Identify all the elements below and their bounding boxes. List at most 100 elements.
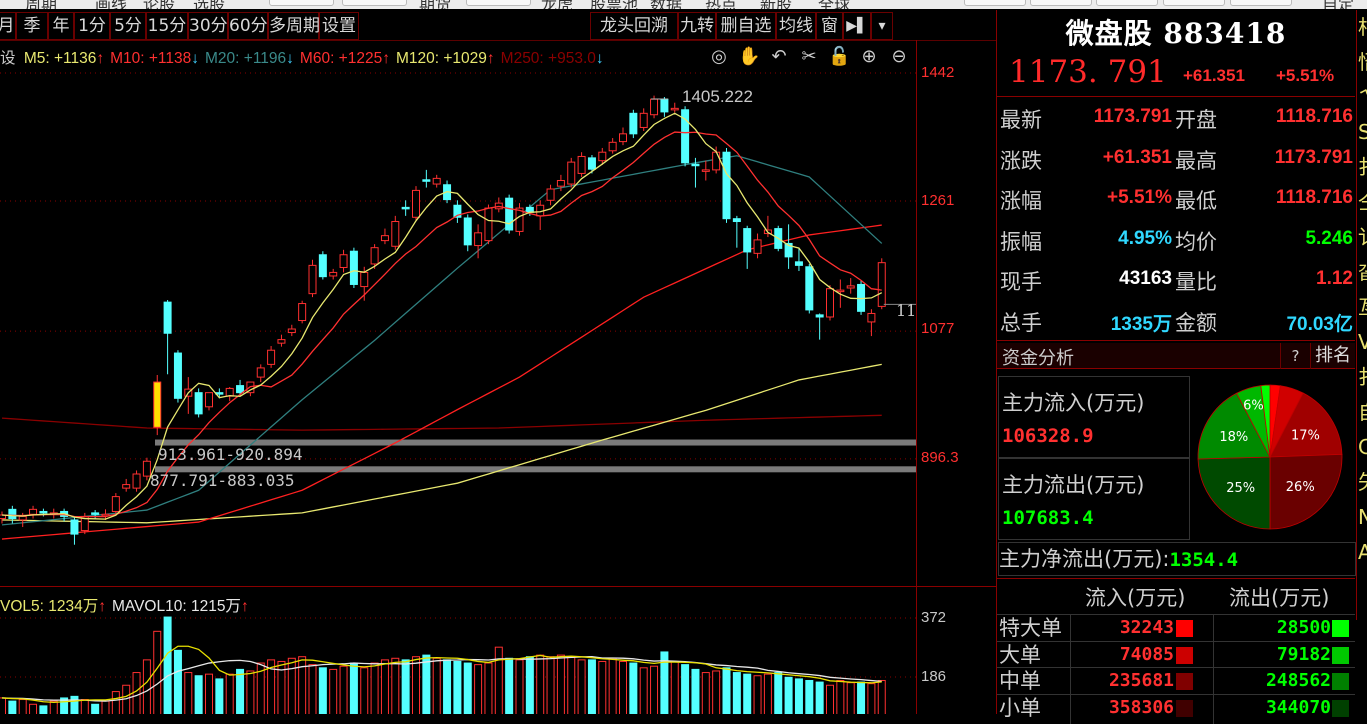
undo-icon[interactable]: ↶	[771, 46, 787, 67]
help-button[interactable]: ?	[1280, 343, 1310, 369]
candle-body	[619, 133, 627, 143]
rank-button[interactable]: 排名	[1310, 343, 1355, 369]
candle-body	[8, 508, 17, 520]
candlestick-chart[interactable]: 1405.222 913.961-920.894 877.791-883.035 11	[0, 40, 916, 586]
top-menu-item[interactable]: 新股	[760, 0, 792, 9]
side-news-item[interactable]: 怊	[1358, 45, 1367, 80]
stat-value: 4.95%	[1118, 227, 1172, 249]
side-news-item[interactable]: 畓	[1358, 255, 1367, 290]
outflow-color-swatch	[1332, 699, 1349, 717]
remove-watchlist-button[interactable]: 删自选	[716, 12, 776, 40]
volume-bar	[422, 654, 431, 714]
top-menu-item[interactable]: 全球	[818, 0, 850, 9]
side-news-item[interactable]: 扌	[1358, 150, 1367, 185]
candle-body	[867, 312, 876, 323]
period-button-设置[interactable]: 设置	[319, 12, 359, 40]
divider	[997, 578, 1355, 579]
ma-label: M60: +1225	[299, 50, 383, 67]
side-news-item[interactable]: ㄟ	[1358, 80, 1367, 115]
top-menu-button[interactable]	[1163, 0, 1225, 6]
top-menu-item[interactable]: 数据	[650, 0, 682, 9]
period-button-5分[interactable]: 5分	[110, 12, 146, 40]
volume-bar	[391, 657, 400, 714]
top-menu-item[interactable]: 自定	[1322, 0, 1354, 9]
stat-value: 1335万	[1110, 313, 1172, 335]
eye-icon[interactable]: ◎	[711, 46, 727, 67]
stat-value: 1173.791	[1093, 106, 1172, 127]
period-button-60分[interactable]: 60分	[228, 12, 268, 40]
divider	[997, 340, 1355, 341]
top-menu-item[interactable]: 热点	[705, 0, 737, 9]
side-news-item[interactable]: 矢	[1358, 465, 1367, 500]
top-menu-item[interactable]: 画线	[95, 0, 127, 9]
top-menu-item[interactable]: 股票池	[590, 0, 638, 9]
volume-bar	[474, 664, 483, 714]
volume-bar	[805, 679, 814, 714]
top-menu-item[interactable]: 龙虎	[541, 0, 573, 9]
window-button[interactable]: 窗	[816, 12, 843, 40]
candle	[29, 505, 38, 519]
period-button-月[interactable]: 月	[0, 12, 16, 40]
top-menu-button[interactable]	[466, 0, 531, 6]
side-news-item[interactable]: C	[1358, 430, 1367, 465]
review-button[interactable]: 龙头回溯	[590, 12, 678, 40]
highest-price-label: 1405.222	[682, 87, 753, 106]
candle	[577, 152, 586, 177]
top-menu-button[interactable]	[342, 0, 407, 6]
candle-body	[412, 189, 420, 218]
period-button-多周期[interactable]: 多周期	[268, 12, 320, 40]
candle	[794, 247, 803, 272]
period-button-30分[interactable]: 30分	[188, 12, 228, 40]
zoom-in-icon[interactable]: ⊕	[861, 46, 877, 67]
period-button-15分[interactable]: 15分	[146, 12, 188, 40]
top-menu-item[interactable]: 选股	[193, 0, 225, 9]
volume-bar	[308, 664, 317, 714]
candle	[111, 493, 120, 515]
side-news-item[interactable]: 相	[1358, 10, 1367, 45]
side-news-item[interactable]: 亙	[1358, 290, 1367, 325]
period-button-年[interactable]: 年	[48, 12, 74, 40]
band-label: 913.961-920.894	[158, 445, 303, 464]
side-news-item[interactable]: 讠	[1358, 220, 1367, 255]
side-news-item[interactable]: V	[1358, 325, 1367, 360]
flow-out-value: 28500	[1276, 617, 1331, 638]
scissors-icon[interactable]: ✂	[801, 46, 817, 67]
period-button-1分[interactable]: 1分	[74, 12, 110, 40]
top-menu-button[interactable]	[1096, 0, 1158, 6]
candle	[422, 169, 431, 188]
side-news-item[interactable]: 仝	[1358, 185, 1367, 220]
top-menu-button[interactable]	[1230, 0, 1292, 6]
ma-legend-item: M10: +1138↓	[110, 50, 199, 67]
side-news-item[interactable]: S	[1358, 115, 1367, 150]
dropdown-icon[interactable]: ▾	[871, 12, 893, 40]
change-percent: +5.51%	[1276, 66, 1335, 85]
top-menu-button[interactable]	[269, 0, 334, 6]
candle-body	[422, 179, 431, 182]
candle-body	[515, 207, 524, 232]
top-menu-button[interactable]	[964, 0, 1026, 6]
nine-turn-button[interactable]: 九转	[678, 12, 716, 40]
top-menu-item[interactable]: 期货	[419, 0, 451, 9]
volume-bar	[836, 679, 845, 714]
top-menu-item[interactable]: 论股	[143, 0, 175, 9]
side-news-item[interactable]: 自	[1358, 395, 1367, 430]
side-news-item[interactable]: A	[1358, 535, 1367, 570]
candle	[163, 300, 172, 375]
period-button-季[interactable]: 季	[16, 12, 48, 40]
top-menu-item[interactable]: 周期	[25, 0, 57, 9]
side-news-item[interactable]: N	[1358, 500, 1367, 535]
volume-bar	[173, 649, 182, 714]
ma-button[interactable]: 均线	[776, 12, 816, 40]
zoom-out-icon[interactable]: ⊖	[891, 46, 907, 67]
volume-chart[interactable]	[0, 588, 916, 714]
expand-icon[interactable]: ▶▌	[843, 12, 871, 40]
candle	[370, 244, 379, 269]
top-menu-button[interactable]	[1030, 0, 1092, 6]
volume-bar	[70, 695, 79, 714]
price-tick-1077: 1077	[921, 320, 955, 337]
side-news-item[interactable]: 扌	[1358, 360, 1367, 395]
candle	[339, 249, 348, 273]
lock-icon[interactable]: 🔓	[828, 46, 851, 67]
candle-body	[556, 179, 565, 187]
hand-icon[interactable]: ✋	[738, 46, 761, 67]
